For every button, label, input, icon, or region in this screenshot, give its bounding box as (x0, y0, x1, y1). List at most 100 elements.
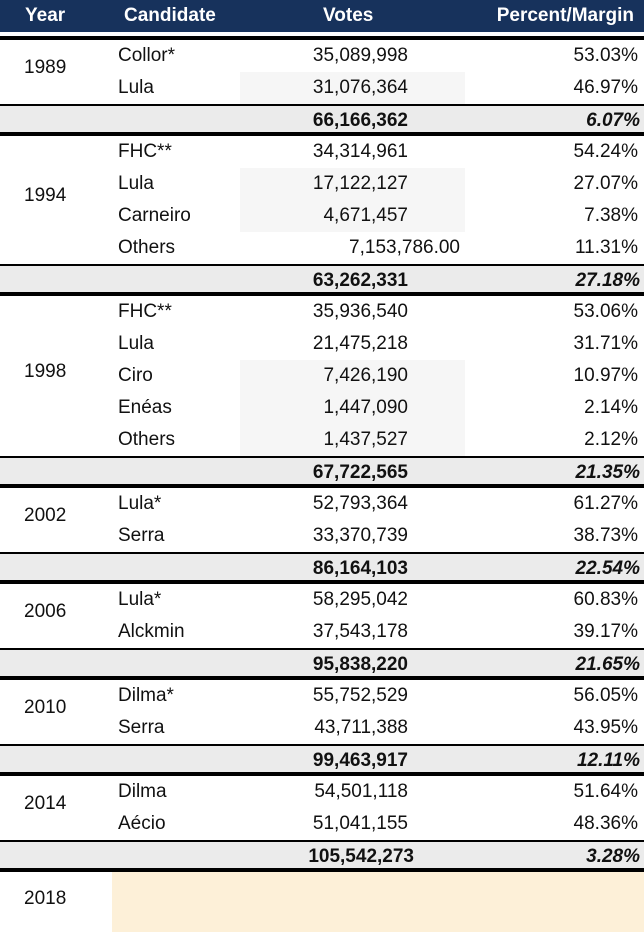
candidate-name: Alckmin (118, 621, 185, 642)
vote-count: 1,447,090 (323, 397, 408, 418)
year-2002: 2002 (24, 505, 67, 526)
table-row: Others 1,437,527 2.12% (0, 424, 644, 456)
vote-percent: 48.36% (573, 813, 638, 834)
table-row: FHC** 34,314,961 54.24% (0, 136, 644, 168)
total-row: 66,166,362 6.07% (0, 104, 644, 136)
vote-percent: 51.64% (573, 781, 638, 802)
vote-percent: 39.17% (573, 621, 638, 642)
vote-percent: 46.97% (573, 77, 638, 98)
vote-percent: 38.73% (573, 525, 638, 546)
total-row: 95,838,220 21.65% (0, 648, 644, 680)
candidate-name: Dilma* (118, 685, 174, 706)
group-separator (0, 292, 644, 296)
total-row: 105,542,273 3.28% (0, 840, 644, 872)
vote-count: 54,501,118 (314, 781, 408, 802)
vote-percent: 10.97% (573, 365, 638, 386)
win-margin: 21.35% (575, 462, 640, 483)
vote-count: 35,089,998 (312, 45, 408, 66)
vote-count: 21,475,218 (312, 333, 408, 354)
table-row: Lula 21,475,218 31.71% (0, 328, 644, 360)
total-votes: 66,166,362 (312, 110, 408, 131)
year-1998: 1998 (24, 361, 67, 382)
candidate-name: Collor* (118, 45, 176, 66)
table-row: Others 7,153,786.00 11.31% (0, 232, 644, 264)
year-1994: 1994 (24, 185, 67, 206)
vote-percent: 60.83% (573, 589, 638, 610)
table-row: Collor* 35,089,998 53.03% (0, 40, 644, 72)
candidate-name: FHC** (118, 141, 172, 162)
total-votes: 105,542,273 (308, 846, 414, 867)
year-2010: 2010 (24, 697, 67, 718)
vote-count: 35,936,540 (312, 301, 408, 322)
year-1989: 1989 (24, 57, 67, 78)
vote-count: 33,370,739 (312, 525, 408, 546)
table-row: Serra 43,711,388 43.95% (0, 712, 644, 744)
cell-shade (240, 360, 465, 392)
vote-percent: 27.07% (573, 173, 638, 194)
vote-count: 58,295,042 (312, 589, 408, 610)
candidate-name: Lula (118, 77, 154, 98)
group-separator (0, 772, 644, 776)
total-votes: 95,838,220 (312, 654, 408, 675)
candidate-name: Dilma (118, 781, 167, 802)
header-percent-margin: Percent/Margin (496, 5, 634, 26)
cell-shade (240, 392, 465, 424)
group-separator (0, 868, 644, 872)
win-margin: 6.07% (586, 110, 640, 131)
table-row: Lula* 52,793,364 61.27% (0, 488, 644, 520)
vote-percent: 11.31% (574, 237, 638, 258)
vote-count: 34,314,961 (312, 141, 408, 162)
vote-percent: 7.38% (584, 205, 638, 226)
total-votes: 67,722,565 (312, 462, 408, 483)
candidate-name: Serra (118, 717, 165, 738)
group-separator (0, 132, 644, 136)
candidate-name: Ciro (118, 365, 153, 386)
table-row: Dilma* 55,752,529 56.05% (0, 680, 644, 712)
vote-count: 37,543,178 (312, 621, 408, 642)
candidate-name: Others (118, 237, 176, 258)
total-row: 99,463,917 12.11% (0, 744, 644, 776)
table-row: Alckmin 37,543,178 39.17% (0, 616, 644, 648)
vote-percent: 2.14% (584, 397, 638, 418)
vote-count: 7,426,190 (323, 365, 408, 386)
cell-shade (240, 72, 465, 104)
candidate-name: Aécio (118, 813, 166, 834)
vote-percent: 53.03% (573, 45, 638, 66)
vote-percent: 31.71% (573, 333, 638, 354)
win-margin: 12.11% (576, 750, 640, 771)
header-votes: Votes (323, 5, 374, 26)
table-row: Aécio 51,041,155 48.36% (0, 808, 644, 840)
candidate-name: Lula* (118, 493, 162, 514)
cell-shade (240, 424, 465, 456)
total-votes: 63,262,331 (312, 270, 408, 291)
pending-results-cell (112, 872, 644, 932)
candidate-name: Carneiro (118, 205, 191, 226)
table-row: FHC** 35,936,540 53.06% (0, 296, 644, 328)
table-row: Enéas 1,447,090 2.14% (0, 392, 644, 424)
cell-shade (240, 168, 465, 200)
vote-percent: 56.05% (573, 685, 638, 706)
total-row: 67,722,565 21.35% (0, 456, 644, 488)
table-row: Dilma 54,501,118 51.64% (0, 776, 644, 808)
header-year: Year (25, 5, 66, 26)
candidate-name: Enéas (118, 397, 172, 418)
vote-percent: 2.12% (584, 429, 638, 450)
vote-count: 55,752,529 (312, 685, 408, 706)
win-margin: 3.28% (586, 846, 640, 867)
vote-percent: 61.27% (573, 493, 638, 514)
candidate-name: Serra (118, 525, 165, 546)
vote-percent: 43.95% (573, 717, 638, 738)
total-row: 86,164,103 22.54% (0, 552, 644, 584)
candidate-name: Others (118, 429, 176, 450)
header-candidate: Candidate (124, 5, 216, 26)
vote-count: 52,793,364 (312, 493, 408, 514)
total-votes: 99,463,917 (312, 750, 408, 771)
table-row: Lula 17,122,127 27.07% (0, 168, 644, 200)
year-2006: 2006 (24, 601, 67, 622)
cell-shade (240, 200, 465, 232)
table-row: Carneiro 4,671,457 7.38% (0, 200, 644, 232)
group-separator (0, 676, 644, 680)
vote-percent: 53.06% (573, 301, 638, 322)
vote-count: 1,437,527 (323, 429, 408, 450)
